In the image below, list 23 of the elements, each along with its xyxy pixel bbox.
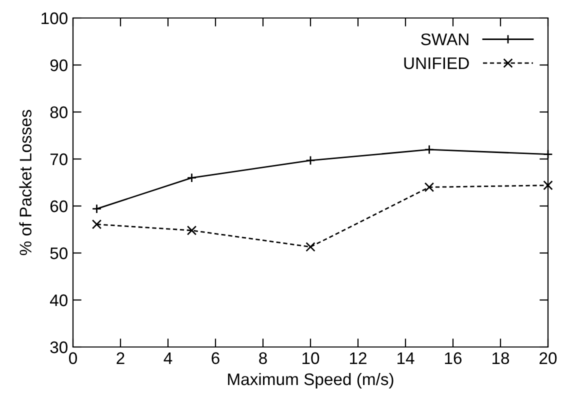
x-tick-label: 10 xyxy=(302,352,320,364)
legend-label: SWAN xyxy=(421,33,468,46)
legend-label: UNIFIED xyxy=(404,57,469,70)
y-tick-label: 30 xyxy=(50,341,68,354)
x-axis-title: Maximum Speed (m/s) xyxy=(228,372,394,388)
y-tick-label: 40 xyxy=(50,294,68,306)
x-tick-label: 20 xyxy=(540,352,557,364)
x-tick-label: 16 xyxy=(445,352,462,364)
y-tick-label: 100 xyxy=(42,12,68,24)
y-tick-label: 70 xyxy=(50,153,68,166)
x-tick-label: 2 xyxy=(116,352,124,364)
x-tick-label: 18 xyxy=(492,352,510,364)
x-tick-label: 6 xyxy=(212,352,220,364)
x-tick-label: 4 xyxy=(164,352,172,364)
y-tick-label: 50 xyxy=(50,247,68,260)
x-tick-label: 12 xyxy=(350,352,366,364)
x-tick-label: 8 xyxy=(259,352,267,364)
y-tick-label: 60 xyxy=(50,200,68,212)
y-tick-label: 90 xyxy=(50,59,68,72)
y-tick-label: 80 xyxy=(50,106,68,118)
y-axis-title: % of Packet Losses xyxy=(19,110,32,256)
x-tick-label: 14 xyxy=(398,352,414,364)
x-tick-label: 0 xyxy=(69,352,77,364)
